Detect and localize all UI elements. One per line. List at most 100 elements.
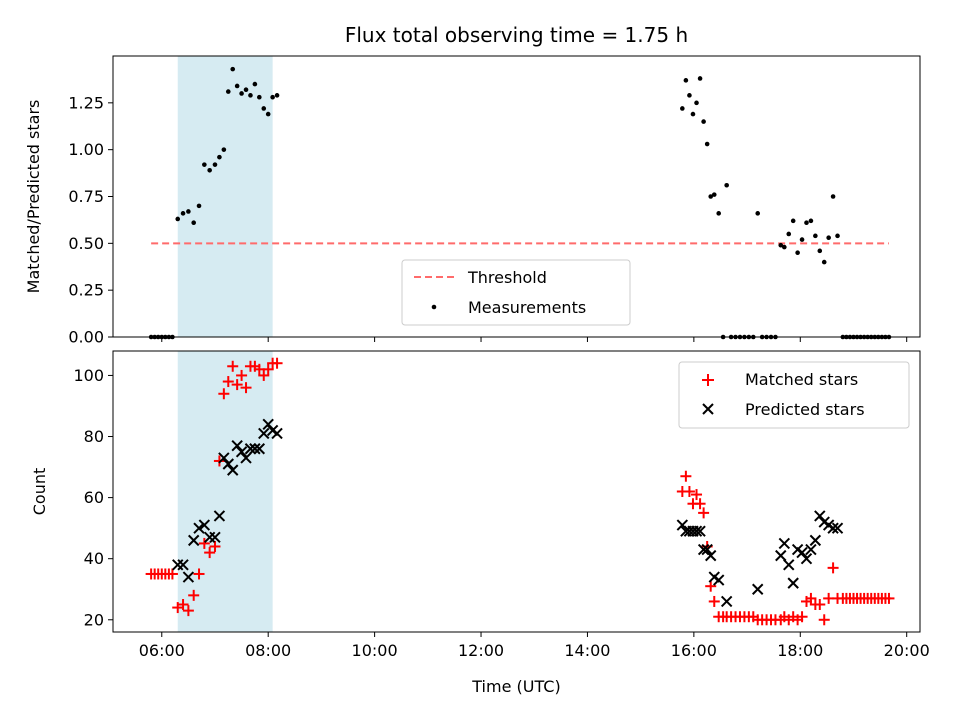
measurement-point bbox=[239, 91, 244, 96]
matched-stars-series bbox=[145, 357, 895, 626]
measurement-point bbox=[795, 250, 800, 255]
predicted-star-point bbox=[796, 546, 808, 559]
measurement-point bbox=[782, 244, 787, 250]
measurement-point bbox=[230, 66, 236, 72]
x-tick-label: 08:00 bbox=[245, 641, 291, 660]
matched-star-point bbox=[236, 369, 248, 381]
matched-star-point bbox=[182, 605, 194, 617]
top-legend-box bbox=[401, 259, 631, 326]
predicted-star-point bbox=[222, 458, 234, 470]
predicted-star-point bbox=[827, 522, 839, 534]
matched-star-point bbox=[694, 498, 706, 510]
top-x-ticks bbox=[161, 337, 908, 342]
predicted-star-point bbox=[694, 525, 706, 537]
matched-star-point bbox=[188, 589, 200, 601]
x-tick-label: 14:00 bbox=[564, 641, 610, 660]
measurement-point bbox=[804, 220, 809, 226]
matched-star-point bbox=[166, 568, 178, 580]
top-y-axis: 0.00 0.25 0.50 0.75 1.00 1.25 bbox=[68, 93, 113, 347]
predicted-star-point bbox=[213, 510, 226, 522]
legend-matched-stars: Matched stars bbox=[745, 370, 858, 389]
y-tick-label: 0.50 bbox=[68, 234, 104, 253]
matched-star-point bbox=[698, 507, 710, 519]
y-tick-label: 20 bbox=[84, 610, 104, 629]
predicted-star-point bbox=[244, 443, 257, 455]
matched-star-point bbox=[271, 357, 283, 369]
measurement-point bbox=[252, 81, 258, 87]
measurement-point bbox=[180, 211, 186, 216]
bottom-legend: Matched stars Predicted stars bbox=[678, 361, 910, 429]
measurement-point bbox=[778, 242, 784, 248]
observing-window-shade-top bbox=[177, 56, 273, 337]
y-tick-label: 40 bbox=[84, 549, 104, 568]
x-tick-label: 18:00 bbox=[777, 641, 823, 660]
measurement-point bbox=[175, 216, 181, 222]
measurement-point bbox=[196, 203, 202, 209]
measurement-point bbox=[704, 141, 710, 147]
predicted-legend-swatch bbox=[702, 403, 714, 415]
measurement-point bbox=[225, 89, 231, 94]
measurement-point bbox=[799, 237, 805, 242]
matched-star-point bbox=[193, 568, 205, 580]
legend-measurements: Measurements bbox=[468, 298, 586, 317]
measurement-point bbox=[212, 162, 218, 167]
measurement-point bbox=[835, 233, 840, 239]
predicted-star-point bbox=[177, 559, 189, 571]
top-legend: Threshold Measurements bbox=[401, 259, 631, 326]
measurement-point bbox=[186, 209, 191, 214]
measurement-point bbox=[821, 259, 827, 265]
matched-star-point bbox=[262, 363, 274, 375]
measurement-point bbox=[813, 233, 818, 239]
matched-star-point bbox=[814, 599, 826, 611]
matched-star-point bbox=[680, 470, 692, 482]
predicted-star-point bbox=[235, 446, 248, 458]
measurement-point bbox=[243, 87, 249, 93]
measurement-point bbox=[724, 182, 729, 188]
measurement-point bbox=[217, 154, 222, 160]
predicted-star-point bbox=[240, 452, 252, 464]
predicted-star-point bbox=[809, 534, 822, 547]
x-tick-label: 06:00 bbox=[139, 641, 185, 660]
bottom-legend-box bbox=[678, 361, 910, 429]
measurement-point bbox=[234, 83, 240, 89]
measurement-point bbox=[826, 235, 831, 241]
measurement-point bbox=[248, 93, 253, 98]
predicted-star-point bbox=[249, 443, 261, 455]
measurement-point bbox=[817, 248, 823, 254]
measurement-point bbox=[270, 94, 275, 100]
matched-star-point bbox=[209, 540, 221, 552]
predicted-star-point bbox=[701, 543, 713, 556]
measurement-point bbox=[265, 111, 271, 117]
y-tick-label: 80 bbox=[84, 427, 104, 446]
predicted-star-point bbox=[800, 552, 813, 565]
predicted-star-point bbox=[187, 534, 200, 547]
measurements-series bbox=[148, 66, 892, 340]
predicted-star-point bbox=[198, 519, 211, 531]
legend-predicted-stars: Predicted stars bbox=[745, 400, 865, 419]
predicted-star-point bbox=[752, 583, 764, 595]
matched-star-point bbox=[198, 537, 210, 549]
matched-star-point bbox=[705, 580, 717, 592]
y-tick-label: 0.75 bbox=[68, 187, 104, 206]
x-tick-label: 10:00 bbox=[352, 641, 398, 660]
predicted-star-point bbox=[271, 427, 283, 440]
measurement-point bbox=[191, 220, 196, 226]
predicted-star-point bbox=[209, 531, 221, 544]
matched-star-point bbox=[818, 614, 830, 626]
y-tick-label: 0.00 bbox=[68, 328, 104, 347]
predicted-star-point bbox=[193, 522, 205, 534]
observing-window-band bbox=[177, 56, 273, 337]
predicted-star-point bbox=[775, 549, 787, 562]
measurement-point bbox=[716, 211, 721, 216]
measurement-point bbox=[690, 111, 696, 117]
top-panel: 0.00 0.25 0.50 0.75 1.00 1.25 Matched/Predict… bbox=[24, 55, 921, 347]
observing-window-band bbox=[177, 351, 273, 632]
measurement-point bbox=[683, 78, 689, 83]
chart-title: Flux total observing time = 1.75 h bbox=[345, 23, 688, 47]
predicted-star-point bbox=[690, 525, 703, 537]
measurement-point bbox=[207, 167, 212, 173]
legend-threshold: Threshold bbox=[467, 268, 547, 287]
observing-window-shade-bottom bbox=[177, 351, 273, 632]
measurement-point bbox=[808, 218, 814, 224]
measurement-point bbox=[694, 100, 699, 106]
